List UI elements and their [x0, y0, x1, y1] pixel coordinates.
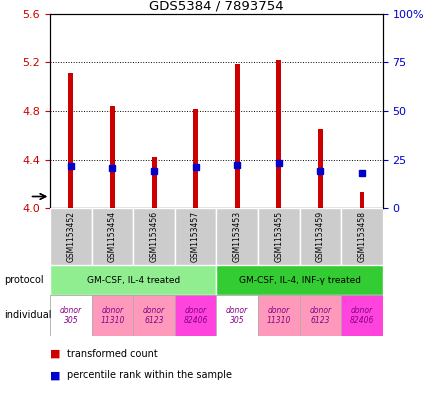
Bar: [234, 64, 239, 208]
Text: donor
305: donor 305: [226, 306, 248, 325]
Bar: [110, 106, 115, 208]
Bar: [193, 108, 197, 208]
Bar: [151, 157, 156, 208]
Text: ■: ■: [50, 370, 60, 380]
Text: transformed count: transformed count: [67, 349, 158, 359]
Bar: [216, 208, 257, 265]
Text: GSM1153456: GSM1153456: [149, 211, 158, 263]
Text: protocol: protocol: [4, 275, 44, 285]
Text: GSM1153455: GSM1153455: [274, 211, 283, 263]
Bar: [299, 208, 340, 265]
Text: donor
82406: donor 82406: [183, 306, 207, 325]
Bar: [276, 60, 281, 208]
Text: GSM1153459: GSM1153459: [315, 211, 324, 263]
Title: GDS5384 / 7893754: GDS5384 / 7893754: [149, 0, 283, 13]
Text: GSM1153454: GSM1153454: [108, 211, 117, 263]
Text: donor
11310: donor 11310: [266, 306, 290, 325]
Text: GSM1153457: GSM1153457: [191, 211, 200, 263]
Bar: [174, 208, 216, 265]
Bar: [299, 295, 340, 336]
Bar: [133, 208, 174, 265]
Bar: [317, 129, 322, 208]
Bar: [50, 265, 216, 295]
Bar: [50, 208, 92, 265]
Text: donor
82406: donor 82406: [349, 306, 373, 325]
Bar: [340, 295, 382, 336]
Text: GSM1153452: GSM1153452: [66, 211, 75, 262]
Text: percentile rank within the sample: percentile rank within the sample: [67, 370, 232, 380]
Bar: [257, 295, 299, 336]
Bar: [92, 295, 133, 336]
Bar: [92, 208, 133, 265]
Bar: [133, 295, 174, 336]
Text: GSM1153458: GSM1153458: [357, 211, 366, 262]
Bar: [50, 295, 92, 336]
Bar: [174, 295, 216, 336]
Text: GM-CSF, IL-4 treated: GM-CSF, IL-4 treated: [86, 275, 179, 285]
Text: GSM1153453: GSM1153453: [232, 211, 241, 263]
Bar: [257, 208, 299, 265]
Text: donor
11310: donor 11310: [100, 306, 124, 325]
Text: donor
6123: donor 6123: [143, 306, 164, 325]
Bar: [358, 193, 364, 208]
Bar: [216, 295, 257, 336]
Text: individual: individual: [4, 310, 52, 320]
Bar: [216, 265, 382, 295]
Text: donor
6123: donor 6123: [309, 306, 331, 325]
Text: ■: ■: [50, 349, 60, 359]
Bar: [340, 208, 382, 265]
Text: donor
305: donor 305: [59, 306, 82, 325]
Bar: [68, 73, 73, 208]
Text: GM-CSF, IL-4, INF-γ treated: GM-CSF, IL-4, INF-γ treated: [238, 275, 360, 285]
